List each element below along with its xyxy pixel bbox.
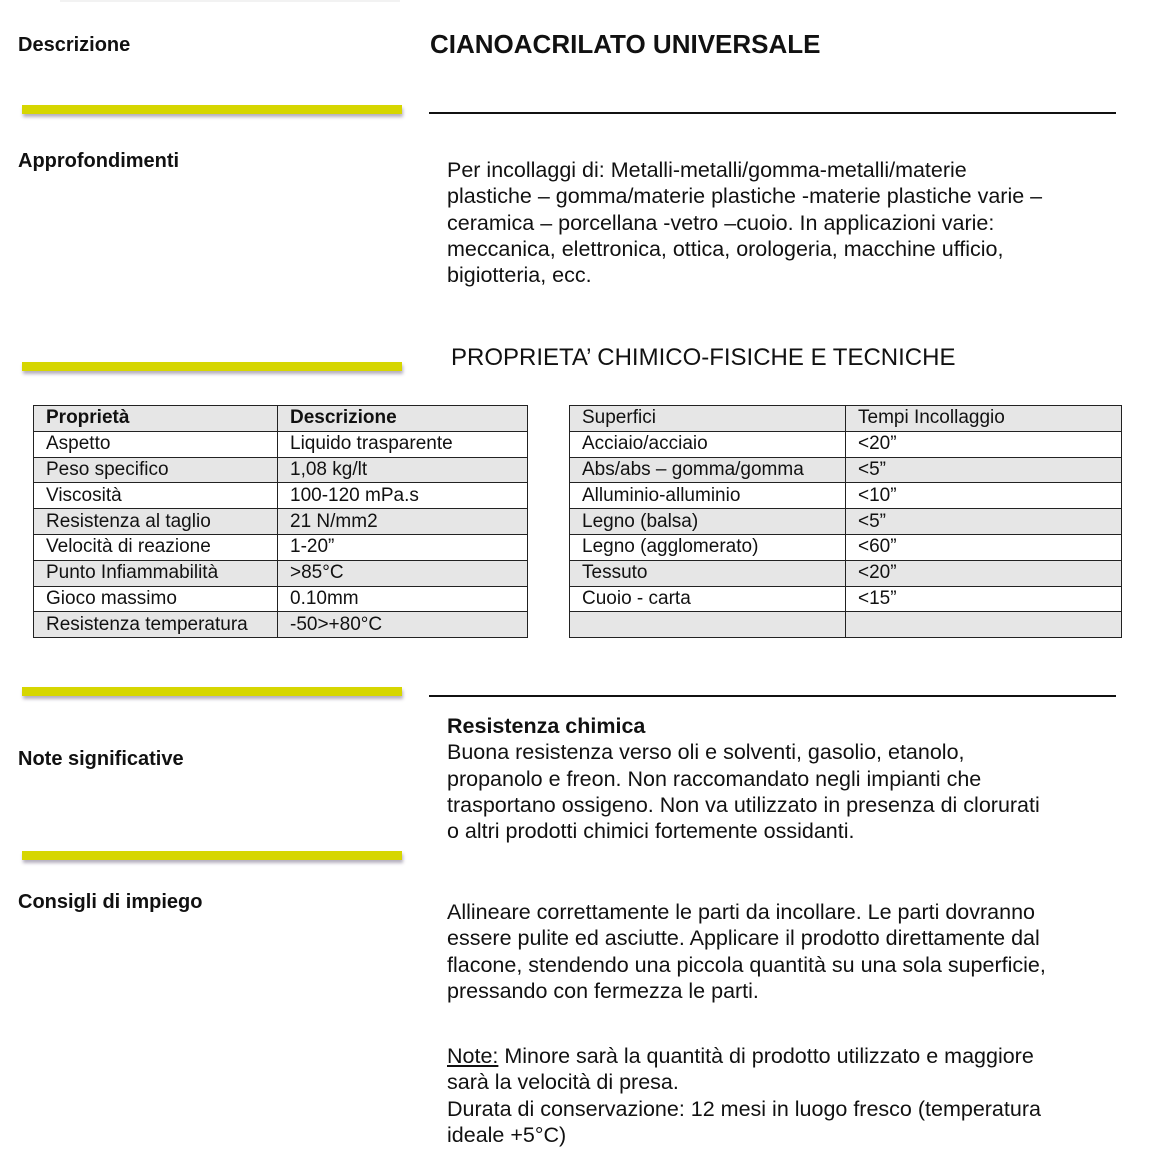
text-line: pressando con fermezza le parti. [447, 978, 759, 1003]
table-row: Viscosità 100-120 mPa.s [33, 482, 528, 510]
table-cell: <15” [845, 585, 1122, 613]
text-line: plastiche – gomma/materie plastiche -mat… [447, 184, 1043, 209]
section-label-approfondimenti: Approfondimenti [18, 150, 180, 172]
section-label-consigli: Consigli di impiego [18, 891, 203, 913]
table-header-cell: Proprietà [33, 405, 278, 432]
table-row: Resistenza temperatura -50>+80°C [33, 611, 528, 639]
text-line: bigiotteria, ecc. [447, 263, 592, 288]
text-line: Durata di conservazione: 12 mesi in luog… [447, 1096, 1041, 1121]
table-header-cell: Descrizione [277, 405, 528, 432]
divider-line [429, 112, 1116, 114]
text-line: trasportano ossigeno. Non va utilizzato … [447, 792, 1040, 817]
section-label-note-significative: Note significative [18, 748, 184, 770]
divider-line [429, 695, 1116, 697]
table-cell: Legno (balsa) [569, 508, 846, 535]
table-row: Punto Infiammabilità >85°C [33, 559, 528, 587]
text-line: Allineare correttamente le parti da inco… [447, 900, 1035, 924]
table-header-cell: Superfici [569, 405, 846, 432]
text-line: ceramica – porcellana -vetro –cuoio. In … [447, 210, 995, 235]
text-line: flacone, stendendo una piccola quantità … [447, 952, 1046, 977]
table-row: Gioco massimo 0.10mm [33, 585, 528, 613]
table-row: Abs/abs – gomma/gomma <5” [569, 456, 1122, 484]
table-cell: Legno (agglomerato) [569, 533, 846, 561]
table-row [569, 611, 1122, 639]
table-cell: Gioco massimo [33, 585, 278, 613]
table-row: Cuoio - carta <15” [569, 585, 1122, 613]
table-cell: Resistenza temperatura [33, 611, 278, 639]
resistenza-title: Resistenza chimica [447, 714, 646, 738]
table-row: Legno (agglomerato) <60” [569, 533, 1122, 561]
table-header-row: Proprietà Descrizione [33, 405, 528, 432]
table-cell: Viscosità [33, 482, 278, 510]
properties-heading: PROPRIETA’ CHIMICO-FISICHE E TECNICHE [451, 344, 956, 371]
table-cell: Abs/abs – gomma/gomma [569, 456, 846, 484]
table-cell: <20” [845, 559, 1122, 587]
table-row: Aspetto Liquido trasparente [33, 430, 528, 458]
table-row: Alluminio-alluminio <10” [569, 482, 1122, 510]
table-row: Legno (balsa) <5” [569, 508, 1122, 535]
table-cell: Acciaio/acciaio [569, 430, 846, 458]
table-header-row: Superfici Tempi Incollaggio [569, 405, 1122, 432]
table-cell: Cuoio - carta [569, 585, 846, 613]
note-text: Note: Minore sarà la quantità di prodott… [447, 1043, 1041, 1148]
text-line: Per incollaggi di: Metalli-metalli/gomma… [447, 158, 967, 182]
table-row: Acciaio/acciaio <20” [569, 430, 1122, 458]
table-cell: Peso specifico [33, 456, 278, 484]
accent-bar [22, 851, 402, 860]
text-line: Buona resistenza verso oli e solventi, g… [447, 740, 965, 765]
accent-bar [22, 362, 402, 371]
text-line: o altri prodotti chimici fortemente ossi… [447, 819, 855, 844]
table-cell: 100-120 mPa.s [277, 482, 528, 510]
table-cell: Alluminio-alluminio [569, 482, 846, 510]
table-header-cell: Tempi Incollaggio [845, 405, 1122, 432]
table-cell: >85°C [277, 559, 528, 587]
table-cell: Liquido trasparente [277, 430, 528, 458]
surfaces-table: Superfici Tempi Incollaggio Acciaio/acciai… [569, 405, 1122, 639]
table-cell: Resistenza al taglio [33, 508, 278, 535]
table-cell: <20” [845, 430, 1122, 458]
table-cell: 0.10mm [277, 585, 528, 613]
section-label-descrizione: Descrizione [18, 34, 131, 56]
table-row: Tessuto <20” [569, 559, 1122, 587]
table-row: Velocità di reazione 1-20” [33, 533, 528, 561]
resistenza-chimica: Resistenza chimica Buona resistenza vers… [447, 713, 1040, 844]
product-title: CIANOACRILATO UNIVERSALE [430, 29, 821, 59]
table-cell: <10” [845, 482, 1122, 510]
table-cell [569, 611, 846, 639]
table-cell: <5” [845, 456, 1122, 484]
text-line: essere pulite ed asciutte. Applicare il … [447, 926, 1040, 951]
table-cell: <5” [845, 508, 1122, 535]
table-cell [845, 611, 1122, 639]
note-label: Note: [447, 1044, 499, 1068]
table-cell: <60” [845, 533, 1122, 561]
text-line: sarà la velocità di presa. [447, 1070, 679, 1095]
table-row: Peso specifico 1,08 kg/lt [33, 456, 528, 484]
table-cell: -50>+80°C [277, 611, 528, 639]
text-line: Minore sarà la quantità di prodotto util… [498, 1044, 1034, 1068]
table-cell: Punto Infiammabilità [33, 559, 278, 587]
table-cell: 21 N/mm2 [277, 508, 528, 535]
table-cell: Aspetto [33, 430, 278, 458]
table-cell: 1,08 kg/lt [277, 456, 528, 484]
table-cell: Tessuto [569, 559, 846, 587]
table-cell: 1-20” [277, 533, 528, 561]
text-line: propanolo e freon. Non raccomandato negl… [447, 766, 982, 791]
text-line: ideale +5°C) [447, 1122, 567, 1147]
table-cell: Velocità di reazione [33, 533, 278, 561]
accent-bar [22, 687, 402, 696]
approfondimenti-text: Per incollaggi di: Metalli-metalli/gomma… [447, 157, 1042, 288]
top-rule [60, 0, 400, 2]
properties-table: Proprietà Descrizione Aspetto Liquido trasp… [33, 405, 528, 639]
consigli-text: Allineare correttamente le parti da inco… [447, 899, 1046, 1004]
table-row: Resistenza al taglio 21 N/mm2 [33, 508, 528, 535]
accent-bar [22, 105, 402, 114]
text-line: meccanica, elettronica, ottica, orologer… [447, 236, 1004, 261]
